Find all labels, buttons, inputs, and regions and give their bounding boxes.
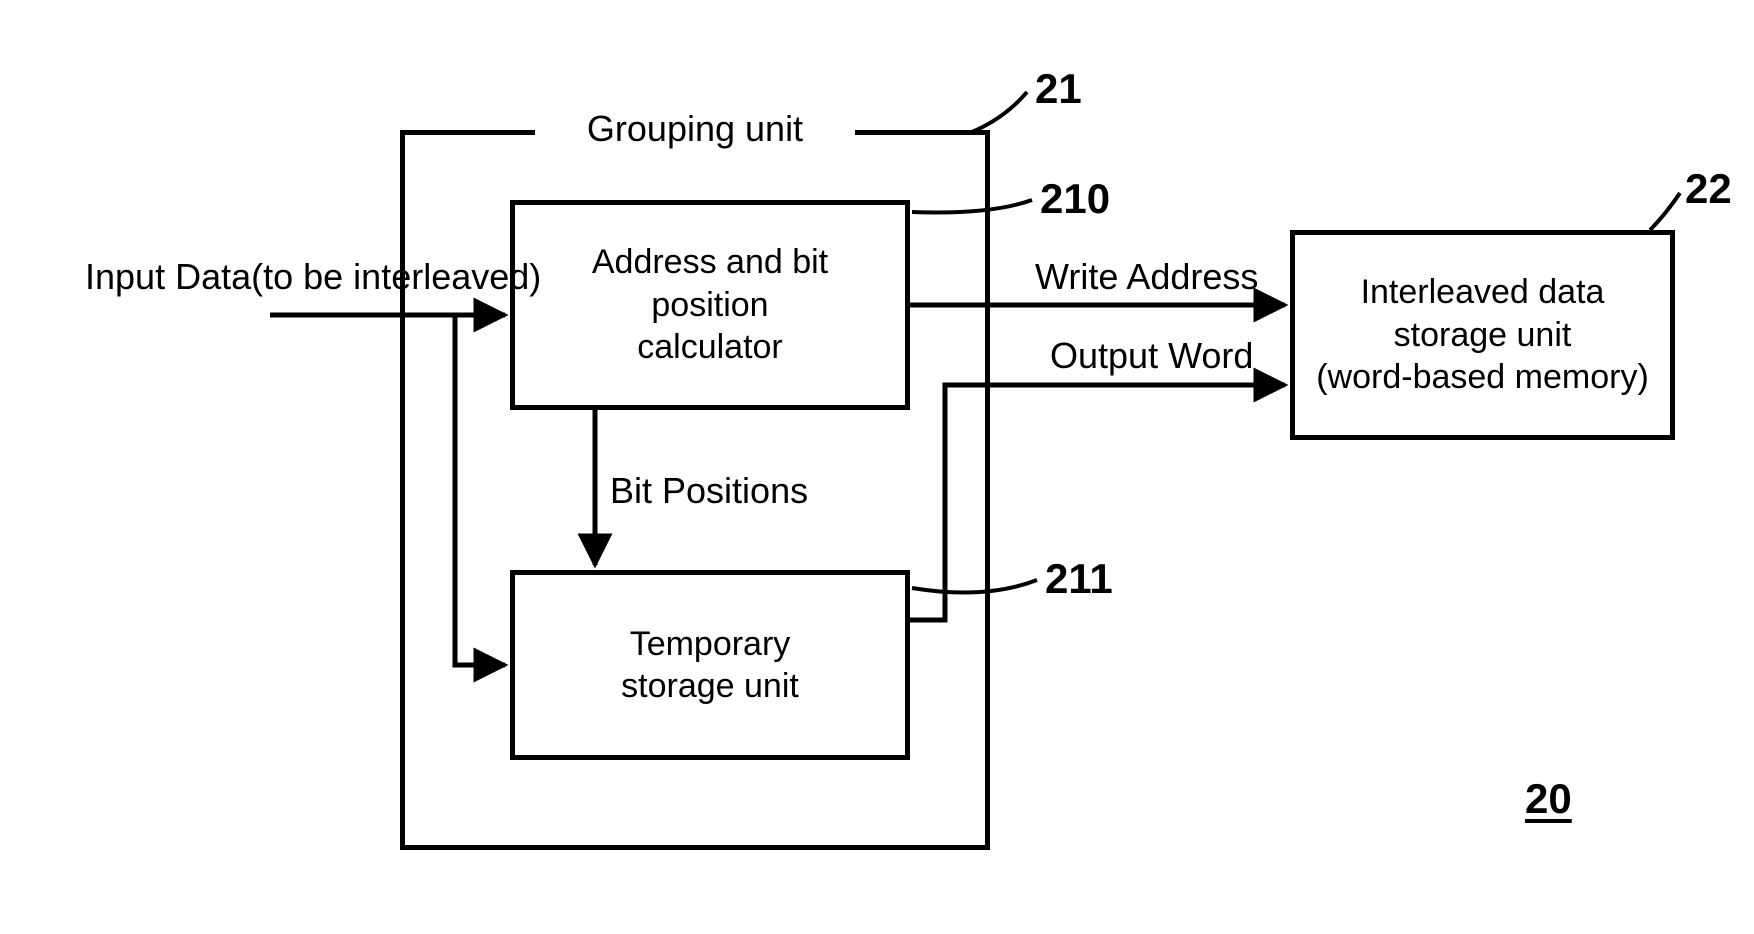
temp-storage-box: Temporary storage unit	[510, 570, 910, 760]
calculator-box: Address and bit position calculator	[510, 200, 910, 410]
input-data-label: Input Data(to be interleaved)	[85, 256, 541, 298]
ref-20: 20	[1525, 775, 1572, 823]
ref-21: 21	[1035, 65, 1082, 113]
ref-22: 22	[1685, 165, 1732, 213]
ref-210: 210	[1040, 175, 1110, 223]
grouping-unit-title: Grouping unit	[587, 108, 803, 149]
leader-21	[972, 92, 1027, 132]
write-address-label: Write Address	[1035, 256, 1258, 298]
grouping-unit-title-mask: Grouping unit	[535, 108, 855, 152]
bit-positions-label: Bit Positions	[610, 470, 808, 512]
ref-211: 211	[1045, 555, 1113, 603]
leader-22	[1650, 193, 1680, 230]
storage-unit-box: Interleaved data storage unit (word-base…	[1290, 230, 1675, 440]
output-word-label: Output Word	[1050, 335, 1253, 377]
